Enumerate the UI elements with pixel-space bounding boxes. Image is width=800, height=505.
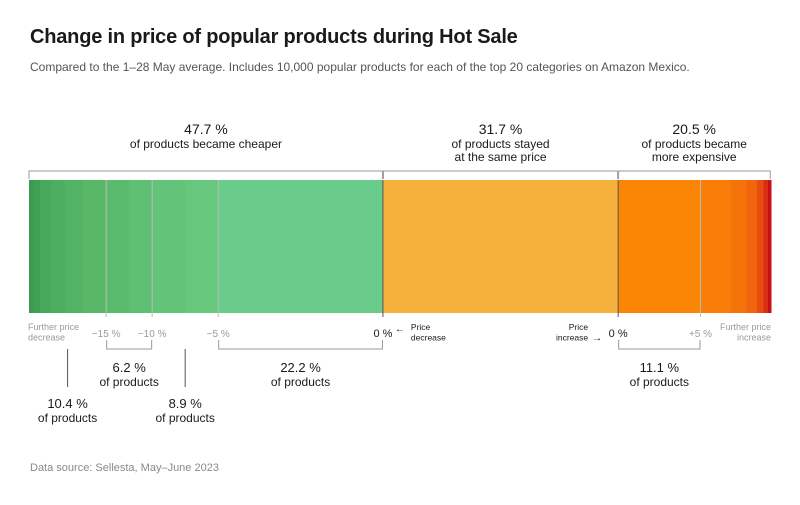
axis-end-label-right: Further price	[720, 322, 771, 332]
bar-segment	[40, 180, 52, 313]
arrow-right-icon: →	[592, 333, 602, 344]
group-percentage: 47.7 %	[184, 121, 228, 137]
segment-description: of products	[38, 411, 97, 425]
bar-segment	[82, 180, 107, 313]
chart-subtitle: Compared to the 1–28 May average. Includ…	[30, 60, 690, 74]
bar-segment	[618, 180, 702, 313]
segment-description: of products	[630, 375, 689, 389]
segment-bracket	[106, 340, 153, 350]
bar-segment	[106, 180, 130, 313]
tick-label: +5 %	[689, 329, 712, 340]
tick-label: 0 %	[373, 328, 392, 340]
chart-title: Change in price of popular products duri…	[30, 26, 518, 48]
segment-percentage: 6.2 %	[113, 360, 147, 375]
segment-description: of products	[271, 375, 330, 389]
tick-label: −5 %	[207, 329, 230, 340]
bar-segment	[33, 180, 41, 313]
price-decrease-label: Price	[411, 322, 431, 332]
bar-segment	[129, 180, 153, 313]
segment-bracket	[618, 340, 701, 350]
bar-segment	[218, 180, 384, 313]
tick-label: 0 %	[609, 328, 628, 340]
price-increase-label: Price	[569, 322, 589, 332]
group-description: of products stayed	[452, 137, 550, 151]
segment-percentage: 10.4 %	[47, 396, 88, 411]
group-description: at the same price	[455, 150, 547, 164]
bar-segment	[184, 180, 219, 313]
bar-segment	[763, 180, 769, 313]
bar-segment	[768, 180, 772, 313]
axis-end-label-left: Further price	[28, 322, 79, 332]
axis-end-label-right: increase	[737, 333, 771, 343]
arrow-left-icon: ←	[395, 324, 405, 335]
bar-segment	[152, 180, 186, 313]
group-bracket	[618, 170, 771, 179]
group-percentage: 31.7 %	[479, 121, 523, 137]
bar-segment	[746, 180, 758, 313]
segment-percentage: 8.9 %	[169, 396, 203, 411]
bar-segment	[51, 180, 66, 313]
tick-label: −15 %	[92, 329, 121, 340]
group-percentage: 20.5 %	[672, 121, 716, 137]
bar-segment	[730, 180, 748, 313]
bar-segment	[64, 180, 83, 313]
group-bracket	[382, 170, 619, 179]
bar-segment	[382, 180, 619, 313]
segment-description: of products	[156, 411, 215, 425]
bar-segment	[29, 180, 34, 313]
bar-segment	[700, 180, 732, 313]
segment-description: of products	[99, 375, 158, 389]
data-source-note: Data source: Sellesta, May–June 2023	[30, 462, 219, 474]
segment-percentage: 11.1 %	[640, 360, 680, 375]
group-bracket	[28, 170, 383, 179]
tick-label: −10 %	[138, 329, 167, 340]
price-decrease-label: decrease	[411, 333, 446, 343]
group-description: more expensive	[652, 150, 737, 164]
price-increase-label: increase	[556, 333, 588, 343]
segment-percentage: 22.2 %	[280, 360, 321, 375]
group-description: of products became cheaper	[130, 137, 282, 151]
bar-segment	[756, 180, 765, 313]
group-description: of products became	[641, 137, 747, 151]
axis-end-label-left: decrease	[28, 333, 65, 343]
segment-bracket	[218, 340, 383, 350]
